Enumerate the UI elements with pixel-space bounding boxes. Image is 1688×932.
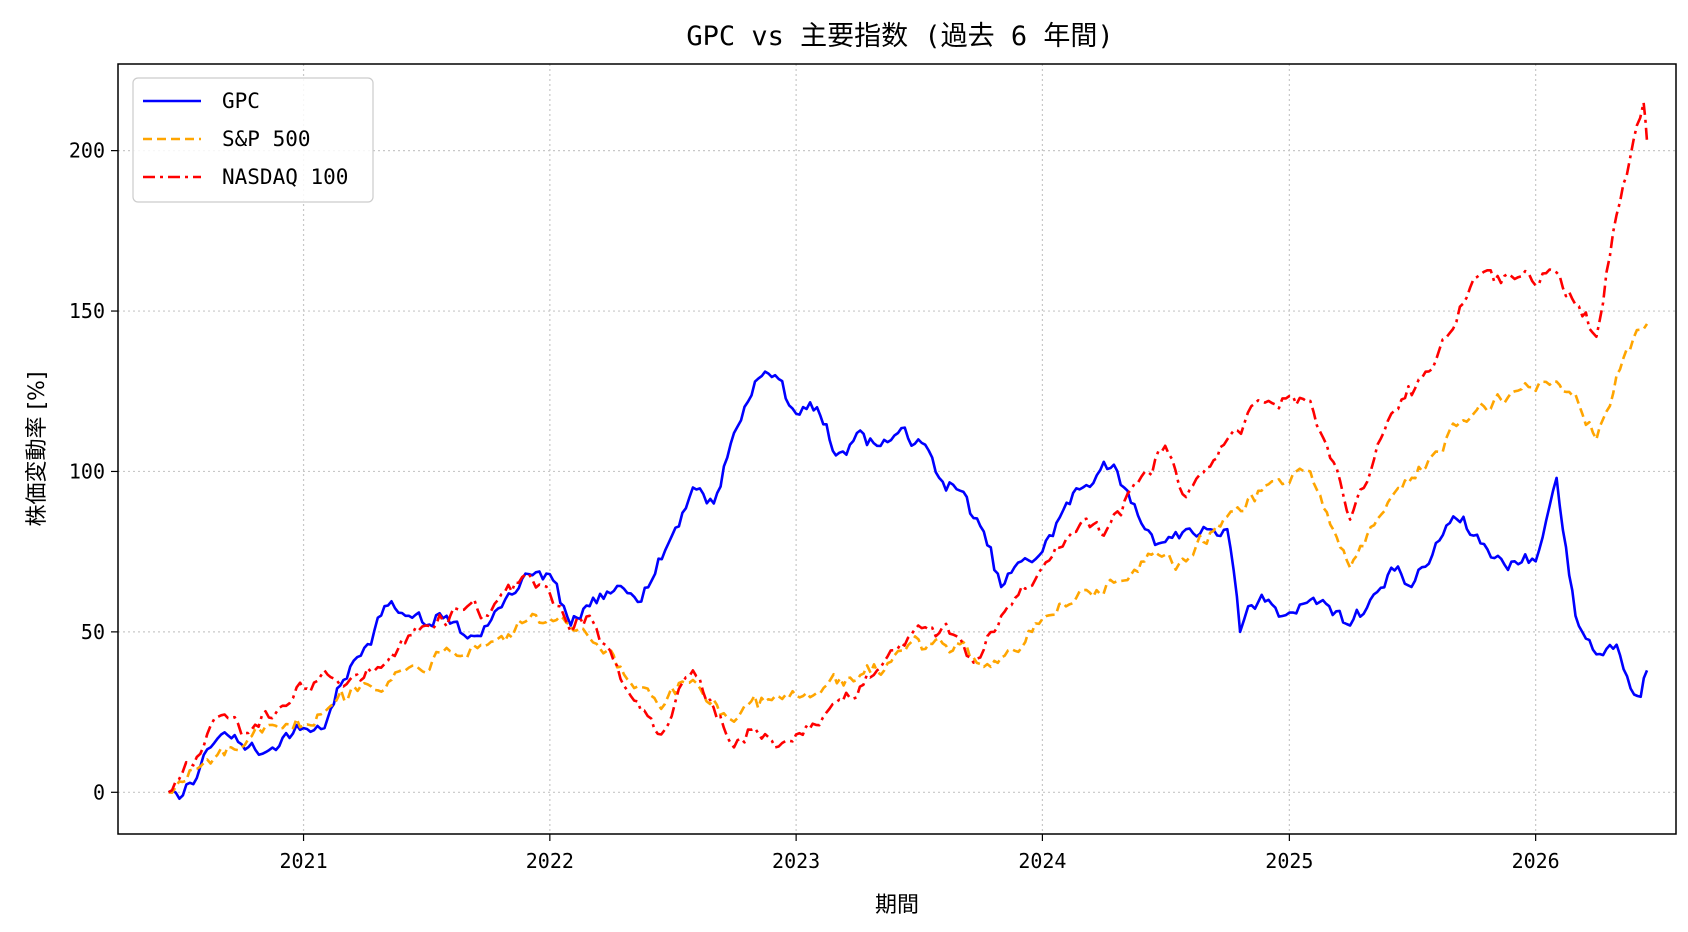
y-tick-label: 100 [69, 459, 105, 483]
x-axis-label: 期間 [875, 893, 919, 918]
legend: GPC S&P 500 NASDAQ 100 [132, 77, 374, 203]
y-tick-label: 0 [93, 780, 105, 804]
plot-frame [117, 63, 1677, 835]
series-line-0 [167, 370, 1649, 800]
x-tick-label: 2021 [279, 849, 327, 873]
chart-title: GPC vs 主要指数 (過去 6 年間) [686, 21, 1113, 52]
x-tick-label: 2023 [772, 849, 820, 873]
x-tick-label: 2022 [526, 849, 574, 873]
y-axis-label: 株価変動率 [%] [25, 371, 50, 526]
y-tick-label: 150 [69, 299, 105, 323]
y-tick-label: 200 [69, 139, 105, 163]
y-tick-label: 50 [81, 620, 105, 644]
grid-lines [118, 64, 1676, 834]
series-line-1 [168, 323, 1649, 794]
x-axis: 2021 2022 2023 2024 2025 2026 [279, 834, 1560, 873]
x-tick-label: 2026 [1512, 849, 1560, 873]
legend-label: S&P 500 [222, 127, 311, 151]
legend-label: GPC [222, 89, 260, 113]
y-axis: 0 50 100 150 200 [69, 139, 118, 804]
legend-label: NASDAQ 100 [222, 165, 348, 189]
plot-area [167, 101, 1649, 800]
x-tick-label: 2024 [1018, 849, 1066, 873]
x-tick-label: 2025 [1265, 849, 1313, 873]
legend-box [132, 77, 374, 203]
series-line-2 [167, 101, 1649, 794]
